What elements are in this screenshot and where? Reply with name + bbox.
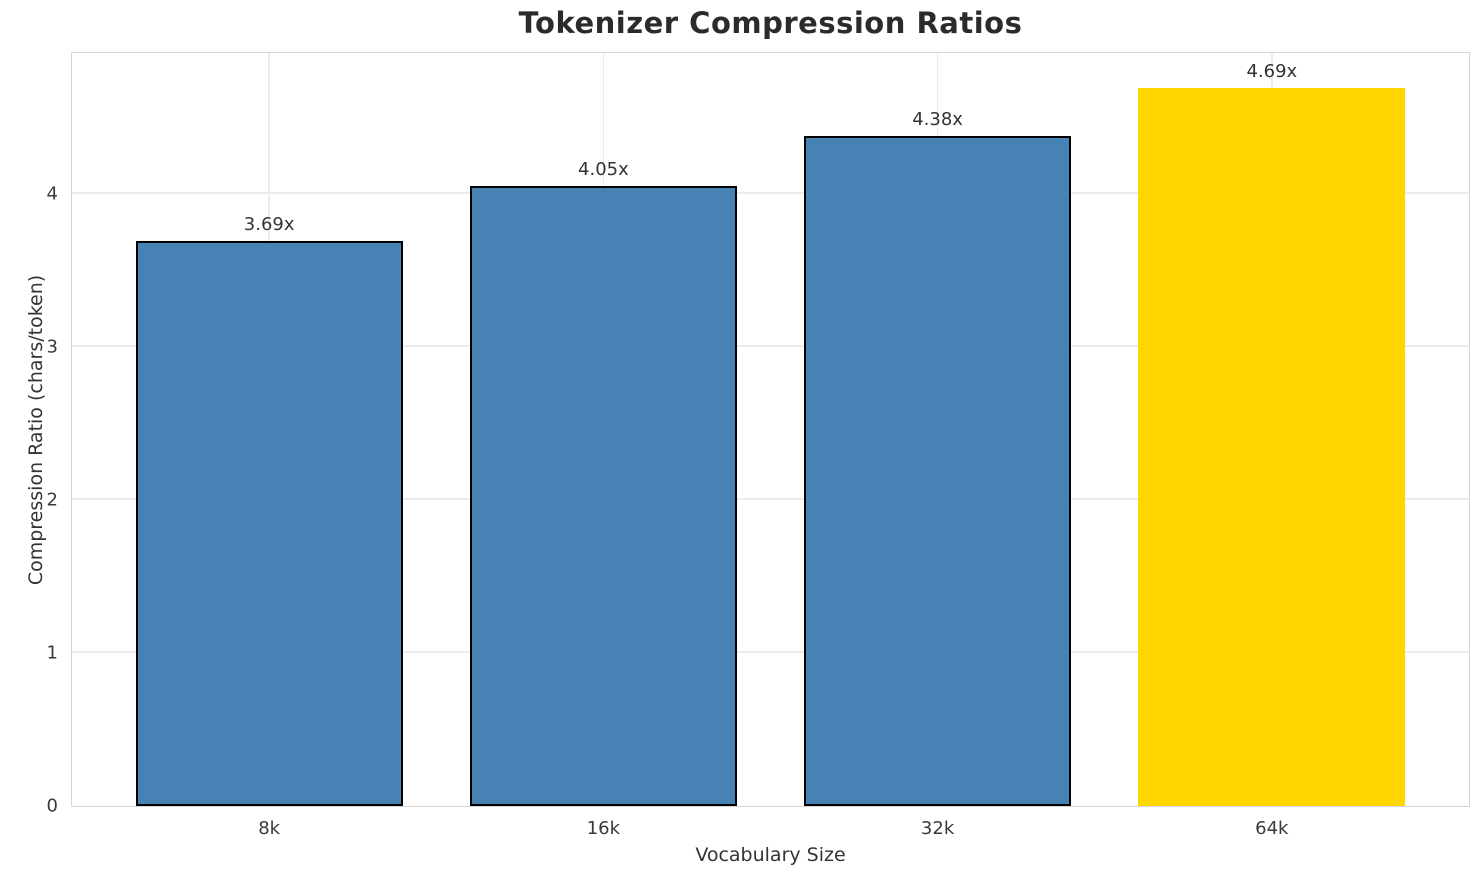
x-tick-label-32k: 32k bbox=[920, 818, 955, 839]
bar-value-label-8k: 3.69x bbox=[243, 214, 295, 236]
bar-16k bbox=[469, 186, 738, 806]
x-axis-label: Vocabulary Size bbox=[695, 844, 846, 866]
bar-32k bbox=[803, 135, 1072, 806]
y-axis-label: Compression Ratio (chars/token) bbox=[25, 274, 47, 586]
gridline-horizontal bbox=[72, 192, 1469, 194]
x-tick-label-64k: 64k bbox=[1255, 818, 1289, 839]
y-tick-label-1: 1 bbox=[46, 642, 58, 664]
y-tick-label-3: 3 bbox=[46, 336, 58, 358]
y-tick-label-0: 0 bbox=[46, 795, 58, 817]
bar-value-label-64k: 4.69x bbox=[1246, 61, 1298, 83]
bar-value-label-16k: 4.05x bbox=[578, 159, 629, 181]
chart-title: Tokenizer Compression Ratios bbox=[518, 6, 1023, 40]
bar-8k bbox=[135, 241, 403, 806]
gridline-horizontal bbox=[72, 498, 1469, 500]
x-tick-label-16k: 16k bbox=[586, 818, 621, 839]
bar-64k bbox=[1138, 88, 1406, 806]
gridline-horizontal bbox=[72, 345, 1469, 347]
x-tick-label-8k: 8k bbox=[258, 818, 281, 839]
bar-value-label-32k: 4.38x bbox=[912, 108, 963, 130]
gridline-horizontal bbox=[72, 651, 1469, 653]
plot-area: 0 1 2 3 4 3.69x 8k 4.05x 16k 4.38x 32k 4.69x 64k bbox=[47, 52, 1470, 839]
y-tick-label-2: 2 bbox=[46, 489, 58, 511]
y-tick-label-4: 4 bbox=[46, 183, 58, 205]
